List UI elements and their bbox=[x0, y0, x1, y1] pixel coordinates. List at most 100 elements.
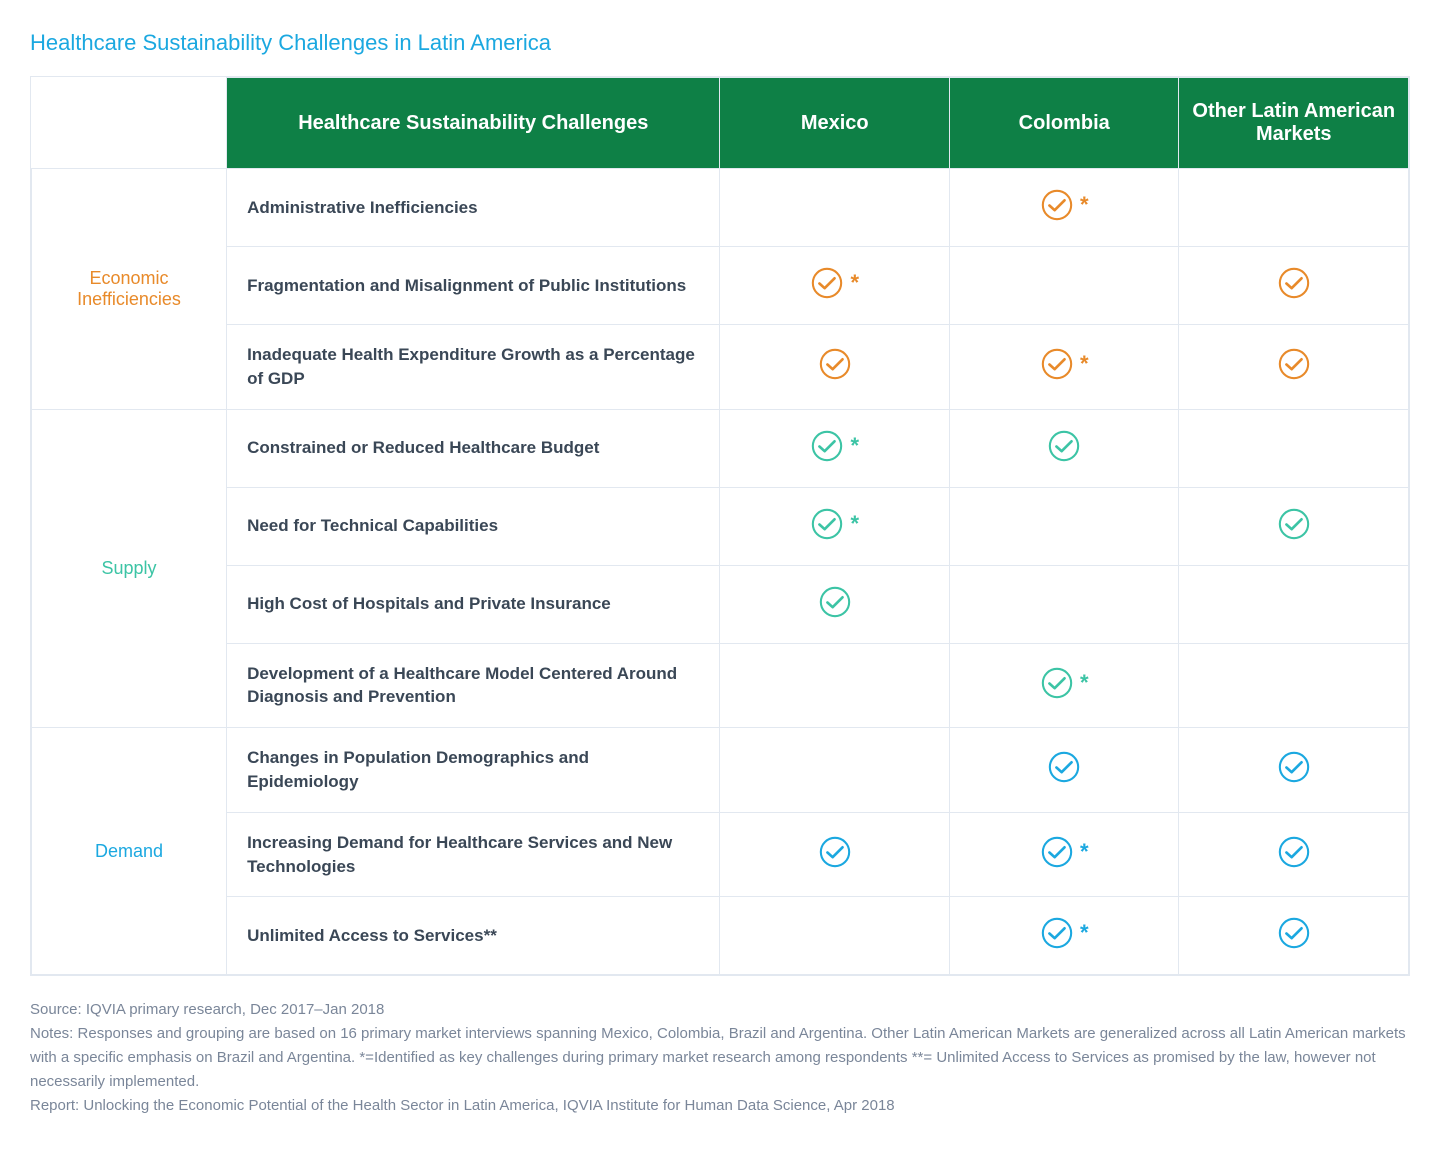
data-cell bbox=[949, 487, 1179, 565]
check-icon bbox=[1277, 916, 1311, 950]
check-icon bbox=[1277, 507, 1311, 541]
check-icon bbox=[1277, 266, 1311, 300]
category-label: Economic Inefficiencies bbox=[32, 169, 227, 410]
header-other: Other Latin American Markets bbox=[1179, 78, 1409, 169]
check-container bbox=[1277, 347, 1311, 381]
footer-notes-text: Notes: Responses and grouping are based … bbox=[30, 1022, 1410, 1094]
table-row: Fragmentation and Misalignment of Public… bbox=[32, 247, 1409, 325]
star-marker: * bbox=[1080, 841, 1089, 863]
check-container: * bbox=[810, 507, 859, 541]
challenge-label: Administrative Inefficiencies bbox=[227, 169, 720, 247]
data-cell bbox=[720, 565, 950, 643]
data-cell bbox=[1179, 325, 1409, 410]
data-cell bbox=[1179, 487, 1409, 565]
check-icon bbox=[810, 266, 844, 300]
check-icon bbox=[1047, 429, 1081, 463]
table-row: Economic InefficienciesAdministrative In… bbox=[32, 169, 1409, 247]
table-row: DemandChanges in Population Demographics… bbox=[32, 728, 1409, 813]
star-marker: * bbox=[850, 272, 859, 294]
check-container: * bbox=[810, 266, 859, 300]
check-container bbox=[1277, 835, 1311, 869]
challenge-label: Fragmentation and Misalignment of Public… bbox=[227, 247, 720, 325]
star-marker: * bbox=[1080, 922, 1089, 944]
data-cell bbox=[1179, 812, 1409, 897]
challenge-label: Constrained or Reduced Healthcare Budget bbox=[227, 409, 720, 487]
data-cell bbox=[1179, 409, 1409, 487]
check-container bbox=[1277, 507, 1311, 541]
data-cell bbox=[949, 409, 1179, 487]
check-icon bbox=[818, 835, 852, 869]
data-cell: * bbox=[949, 897, 1179, 975]
data-cell bbox=[949, 728, 1179, 813]
data-cell bbox=[720, 643, 950, 728]
footer-report: Report: Unlocking the Economic Potential… bbox=[30, 1094, 1410, 1118]
check-container bbox=[818, 347, 852, 381]
data-cell bbox=[720, 897, 950, 975]
data-cell bbox=[720, 169, 950, 247]
data-cell bbox=[949, 565, 1179, 643]
table-row: Increasing Demand for Healthcare Service… bbox=[32, 812, 1409, 897]
data-cell bbox=[720, 728, 950, 813]
check-icon bbox=[1277, 750, 1311, 784]
challenge-label: Development of a Healthcare Model Center… bbox=[227, 643, 720, 728]
category-label: Supply bbox=[32, 409, 227, 728]
check-icon bbox=[1040, 666, 1074, 700]
footer-source: Source: IQVIA primary research, Dec 2017… bbox=[30, 998, 1410, 1022]
check-icon bbox=[818, 585, 852, 619]
star-marker: * bbox=[850, 513, 859, 535]
data-cell bbox=[720, 812, 950, 897]
check-icon bbox=[1040, 188, 1074, 222]
challenge-label: Changes in Population Demographics and E… bbox=[227, 728, 720, 813]
challenges-table: Healthcare Sustainability Challenges Mex… bbox=[31, 77, 1409, 975]
table-row: Need for Technical Capabilities * bbox=[32, 487, 1409, 565]
check-icon bbox=[818, 347, 852, 381]
challenges-table-container: Healthcare Sustainability Challenges Mex… bbox=[30, 76, 1410, 976]
check-icon bbox=[810, 429, 844, 463]
check-icon bbox=[1277, 347, 1311, 381]
data-cell bbox=[1179, 897, 1409, 975]
check-icon bbox=[1040, 347, 1074, 381]
data-cell: * bbox=[720, 247, 950, 325]
check-icon bbox=[1040, 835, 1074, 869]
data-cell bbox=[949, 247, 1179, 325]
challenge-label: Need for Technical Capabilities bbox=[227, 487, 720, 565]
check-container: * bbox=[1040, 835, 1089, 869]
header-blank bbox=[32, 78, 227, 169]
star-marker: * bbox=[1080, 353, 1089, 375]
data-cell bbox=[1179, 169, 1409, 247]
header-challenge: Healthcare Sustainability Challenges bbox=[227, 78, 720, 169]
check-container: * bbox=[1040, 916, 1089, 950]
table-row: Inadequate Health Expenditure Growth as … bbox=[32, 325, 1409, 410]
data-cell: * bbox=[949, 812, 1179, 897]
check-icon bbox=[1277, 835, 1311, 869]
check-icon bbox=[1040, 916, 1074, 950]
check-container bbox=[1047, 429, 1081, 463]
challenge-label: High Cost of Hospitals and Private Insur… bbox=[227, 565, 720, 643]
data-cell bbox=[1179, 728, 1409, 813]
footer-notes: Source: IQVIA primary research, Dec 2017… bbox=[30, 998, 1410, 1118]
table-row: Unlimited Access to Services** * bbox=[32, 897, 1409, 975]
check-icon bbox=[1047, 750, 1081, 784]
challenge-label: Unlimited Access to Services** bbox=[227, 897, 720, 975]
category-label: Demand bbox=[32, 728, 227, 975]
data-cell: * bbox=[720, 487, 950, 565]
header-mexico: Mexico bbox=[720, 78, 950, 169]
chart-title: Healthcare Sustainability Challenges in … bbox=[30, 30, 1410, 56]
challenge-label: Increasing Demand for Healthcare Service… bbox=[227, 812, 720, 897]
table-row: High Cost of Hospitals and Private Insur… bbox=[32, 565, 1409, 643]
check-icon bbox=[810, 507, 844, 541]
check-container bbox=[818, 835, 852, 869]
data-cell bbox=[720, 325, 950, 410]
table-row: SupplyConstrained or Reduced Healthcare … bbox=[32, 409, 1409, 487]
data-cell: * bbox=[720, 409, 950, 487]
check-container bbox=[818, 585, 852, 619]
challenge-label: Inadequate Health Expenditure Growth as … bbox=[227, 325, 720, 410]
star-marker: * bbox=[1080, 194, 1089, 216]
check-container bbox=[1277, 266, 1311, 300]
table-row: Development of a Healthcare Model Center… bbox=[32, 643, 1409, 728]
data-cell bbox=[1179, 643, 1409, 728]
star-marker: * bbox=[1080, 672, 1089, 694]
check-container: * bbox=[1040, 666, 1089, 700]
star-marker: * bbox=[850, 435, 859, 457]
check-container: * bbox=[1040, 188, 1089, 222]
